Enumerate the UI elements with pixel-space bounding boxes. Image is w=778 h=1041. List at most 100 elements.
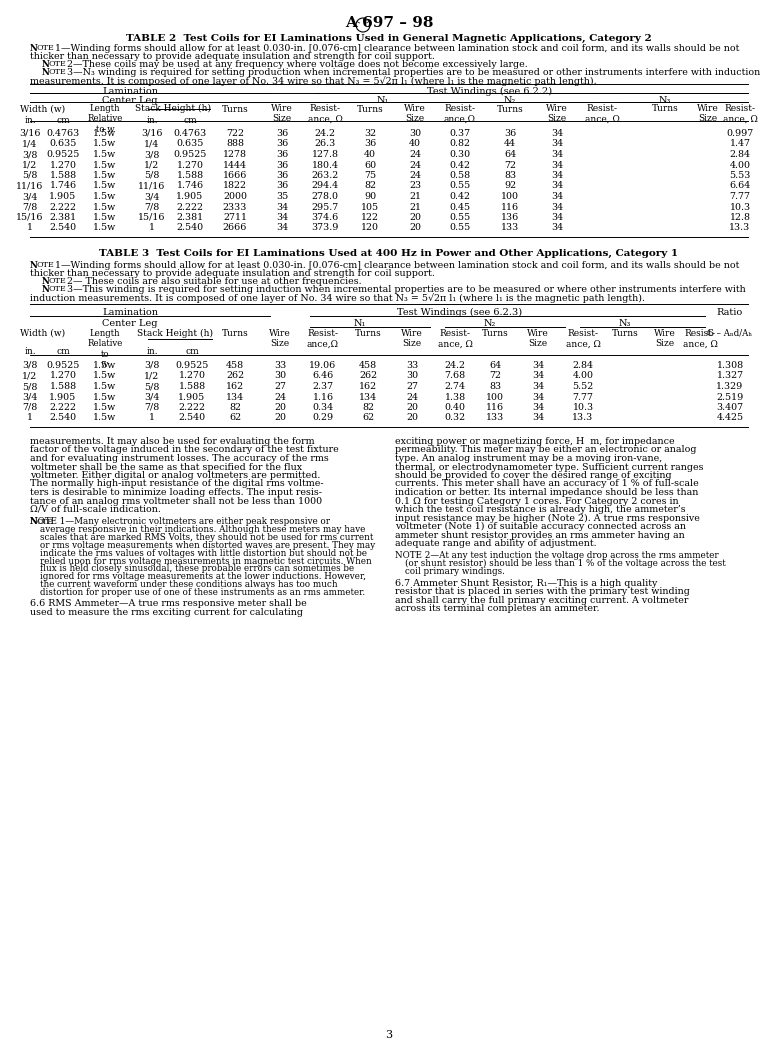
Text: OTE: OTE (37, 44, 54, 52)
Text: 2.74: 2.74 (444, 382, 465, 391)
Text: 2711: 2711 (223, 213, 247, 222)
Text: 40: 40 (364, 150, 376, 159)
Text: Resist-
ance, Ω: Resist- ance, Ω (723, 104, 758, 124)
Text: 33: 33 (406, 361, 418, 370)
Text: N: N (30, 517, 38, 527)
Text: 1.270: 1.270 (50, 160, 76, 170)
Text: 24: 24 (409, 160, 421, 170)
Text: 36: 36 (276, 171, 288, 180)
Text: 30: 30 (274, 372, 286, 381)
Text: Length
Relative
to
w: Length Relative to w (87, 329, 123, 370)
Text: 1.270: 1.270 (178, 372, 205, 381)
Text: 116: 116 (501, 203, 519, 211)
Text: 83: 83 (504, 171, 516, 180)
Text: 5/8: 5/8 (144, 382, 159, 391)
Text: 262: 262 (226, 372, 244, 381)
Text: Turns: Turns (482, 329, 508, 338)
Text: 1: 1 (149, 224, 155, 232)
Text: N: N (42, 68, 50, 77)
Text: 3—N₃ winding is required for setting production when incremental properties are : 3—N₃ winding is required for setting pro… (64, 68, 760, 77)
Text: 15/16: 15/16 (16, 213, 44, 222)
Text: 6.46: 6.46 (313, 372, 334, 381)
Text: 2.37: 2.37 (313, 382, 334, 391)
Text: 12.8: 12.8 (730, 213, 751, 222)
Text: 24: 24 (406, 392, 418, 402)
Text: 64: 64 (489, 361, 501, 370)
Text: Wire
Size: Wire Size (654, 329, 676, 349)
Text: Wire
Size: Wire Size (546, 104, 568, 124)
Text: 0.82: 0.82 (450, 139, 471, 149)
Text: N: N (30, 261, 38, 270)
Text: should be provided to cover the desired range of exciting: should be provided to cover the desired … (395, 471, 671, 480)
Text: 100: 100 (486, 392, 504, 402)
Text: 20: 20 (409, 213, 421, 222)
Text: thermal, or electrodynamometer type. Sufficient current ranges: thermal, or electrodynamometer type. Suf… (395, 462, 703, 472)
Text: N₃: N₃ (619, 319, 631, 328)
Text: N: N (42, 60, 50, 69)
Text: 82: 82 (362, 403, 374, 412)
Text: coil primary windings.: coil primary windings. (405, 567, 505, 576)
Text: type. An analog instrument may be a moving iron-vane,: type. An analog instrument may be a movi… (395, 454, 662, 463)
Text: 1.5w: 1.5w (93, 129, 117, 138)
Text: 127.8: 127.8 (311, 150, 338, 159)
Text: Wire
Size: Wire Size (527, 329, 548, 349)
Text: 2666: 2666 (223, 224, 247, 232)
Text: 82: 82 (364, 181, 376, 191)
Text: 34: 34 (551, 150, 563, 159)
Text: 34: 34 (532, 361, 544, 370)
Text: 122: 122 (361, 213, 379, 222)
Text: 0.9525: 0.9525 (47, 150, 79, 159)
Text: Resist-
ance, Ω: Resist- ance, Ω (437, 329, 472, 349)
Text: 133: 133 (501, 224, 519, 232)
Text: 7.68: 7.68 (444, 372, 465, 381)
Text: 6.6 RMS Ammeter—A true rms responsive meter shall be: 6.6 RMS Ammeter—A true rms responsive me… (30, 600, 307, 609)
Text: 1.5w: 1.5w (93, 150, 117, 159)
Text: currents. This meter shall have an accuracy of 1 % of full-scale: currents. This meter shall have an accur… (395, 480, 699, 488)
Text: 1.5w: 1.5w (93, 139, 117, 149)
Text: 1.5w: 1.5w (93, 213, 117, 222)
Text: 0.42: 0.42 (450, 160, 471, 170)
Text: N: N (30, 44, 38, 53)
Text: 34: 34 (551, 171, 563, 180)
Text: 0.9525: 0.9525 (173, 150, 207, 159)
Text: Wire
Size: Wire Size (697, 104, 719, 124)
Text: Center Leg: Center Leg (102, 96, 158, 105)
Text: 34: 34 (276, 203, 288, 211)
Text: 0.45: 0.45 (450, 203, 471, 211)
Text: NOTE 1—Many electronic voltmeters are either peak responsive or: NOTE 1—Many electronic voltmeters are ei… (30, 517, 330, 527)
Text: 4.00: 4.00 (573, 372, 594, 381)
Text: 26.3: 26.3 (314, 139, 335, 149)
Text: 34: 34 (532, 403, 544, 412)
Text: 34: 34 (551, 181, 563, 191)
Text: 92: 92 (504, 181, 516, 191)
Text: 6.64: 6.64 (729, 181, 751, 191)
Text: cm: cm (183, 116, 197, 125)
Text: Center Leg: Center Leg (102, 319, 158, 328)
Text: 34: 34 (532, 372, 544, 381)
Text: 72: 72 (489, 372, 501, 381)
Text: 1.47: 1.47 (730, 139, 751, 149)
Text: cm: cm (56, 347, 70, 356)
Text: 1: 1 (27, 224, 33, 232)
Text: 2.519: 2.519 (717, 392, 744, 402)
Text: relied upon for rms voltage measurements in magnetic test circuits. When: relied upon for rms voltage measurements… (40, 557, 372, 565)
Text: Turns: Turns (612, 329, 639, 338)
Text: voltmeter (Note 1) of suitable accuracy connected across an: voltmeter (Note 1) of suitable accuracy … (395, 522, 686, 531)
Text: 30: 30 (406, 372, 418, 381)
Text: 0.55: 0.55 (450, 181, 471, 191)
Text: 24.2: 24.2 (314, 129, 335, 138)
Text: 2.84: 2.84 (573, 361, 594, 370)
Text: indication or better. Its internal impedance should be less than: indication or better. Its internal imped… (395, 488, 699, 497)
Text: 1: 1 (27, 413, 33, 423)
Text: 75: 75 (364, 171, 376, 180)
Text: Stack Height (h): Stack Height (h) (135, 104, 211, 113)
Text: 24: 24 (409, 171, 421, 180)
Text: 44: 44 (504, 139, 516, 149)
Text: 3/8: 3/8 (23, 150, 37, 159)
Text: 1.905: 1.905 (49, 192, 76, 201)
Text: 1.746: 1.746 (177, 181, 204, 191)
Text: 3/4: 3/4 (23, 192, 37, 201)
Text: 20: 20 (409, 224, 421, 232)
Text: 458: 458 (226, 361, 244, 370)
Text: 4.425: 4.425 (717, 413, 744, 423)
